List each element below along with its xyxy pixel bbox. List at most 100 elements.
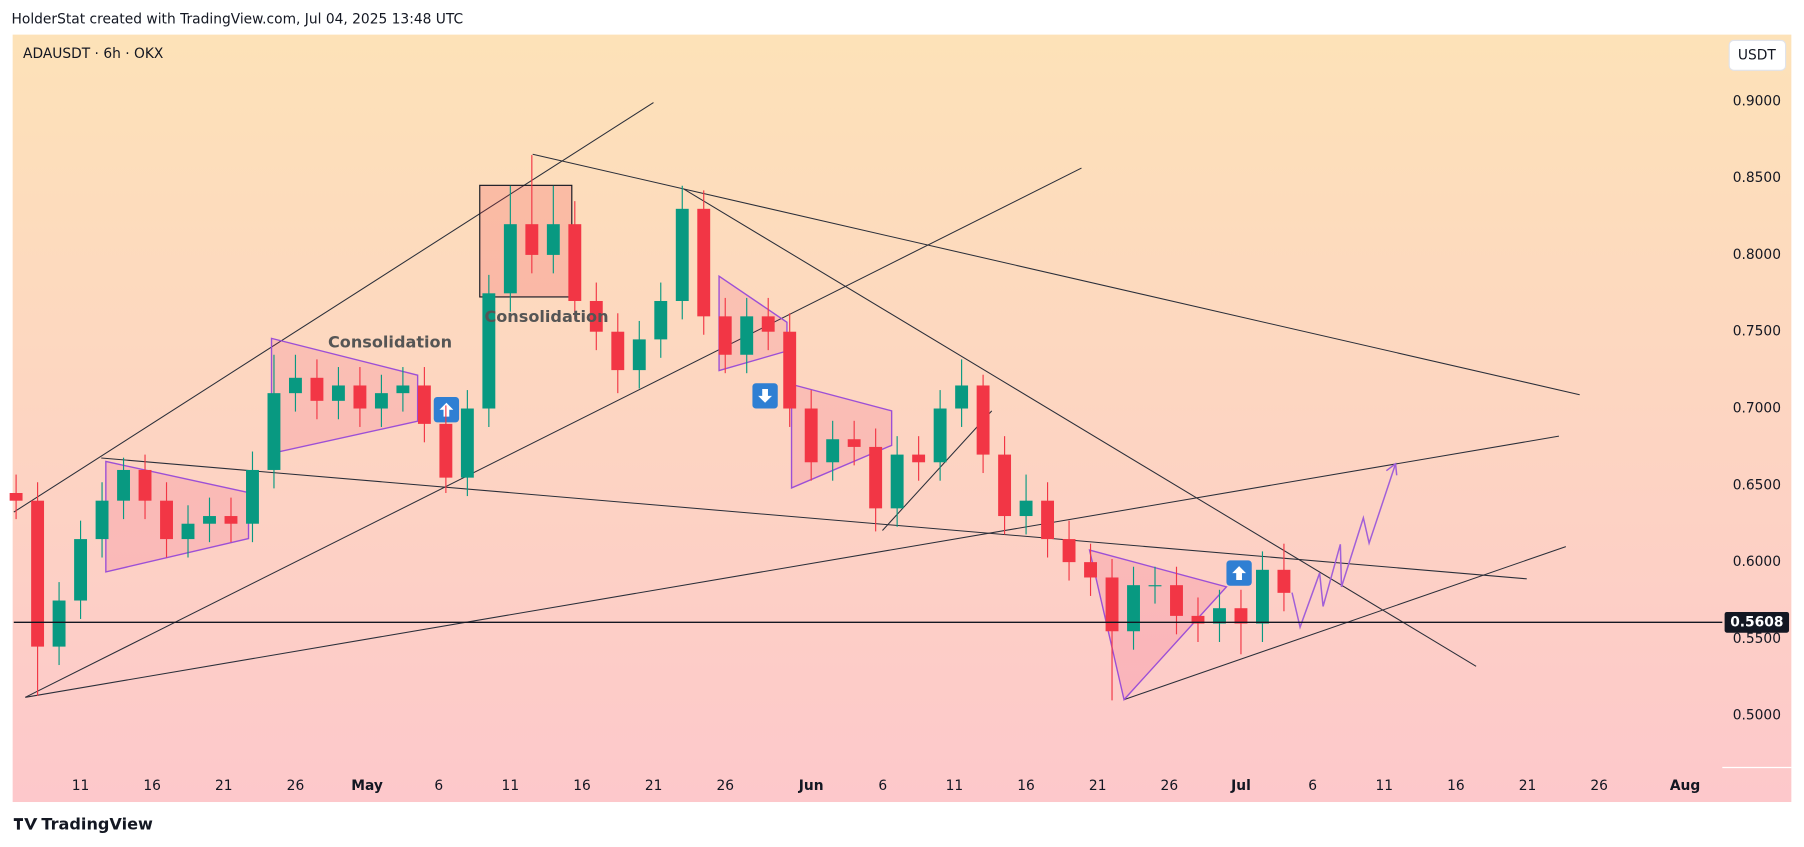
candle-body: [568, 224, 582, 301]
candle-body: [589, 300, 603, 332]
candle-body: [289, 377, 302, 394]
currency-label: USDT: [1738, 47, 1776, 63]
x-tick-label: 21: [215, 778, 233, 794]
trend-line: [25, 167, 1082, 698]
x-tick-label: Aug: [1670, 778, 1700, 794]
x-tick-label: 26: [1161, 778, 1179, 794]
x-tick-label: 11: [72, 778, 90, 794]
axes: 0.5000 0.5500 0.6000 0.6500 0.7000 0.7500 0.80…: [13, 93, 1790, 794]
x-tick-label: 6: [1308, 778, 1317, 794]
candle-body: [310, 377, 324, 401]
candle-body: [740, 316, 754, 355]
annotation: Consolidation: [484, 307, 608, 326]
x-tick-label: 6: [878, 778, 887, 794]
symbol-label: ADAUSDT · 6h · OKX: [23, 46, 164, 62]
candle-body: [1213, 608, 1226, 624]
candle-body: [976, 385, 990, 455]
footer-logo: [13, 818, 38, 830]
candle-body: [847, 439, 861, 447]
candle-body: [331, 385, 345, 401]
x-tick-label: 6: [434, 778, 443, 794]
candle-body: [525, 224, 539, 255]
candle-body: [374, 393, 388, 409]
candle-body: [482, 293, 496, 409]
candle-body: [74, 539, 88, 601]
trend-line: [25, 435, 1560, 698]
x-tick-label: 21: [1089, 778, 1107, 794]
candle-body: [611, 331, 625, 371]
x-tick-label: 11: [946, 778, 964, 794]
candle-body: [632, 339, 646, 371]
candle-body: [1019, 500, 1033, 517]
candle-body: [224, 516, 238, 524]
x-tick-label: 16: [1017, 778, 1035, 794]
x-tick-label: May: [351, 778, 383, 794]
header: HolderStat created with TradingView.com,…: [12, 12, 464, 28]
candle-body: [203, 516, 216, 524]
candle-body: [955, 385, 969, 409]
y-tick-label: 0.8000: [1733, 247, 1781, 263]
x-tick-label: 26: [716, 778, 734, 794]
candle-body: [933, 408, 947, 463]
projection-arrowhead: [1385, 462, 1398, 476]
candles: [9, 155, 1291, 701]
x-tick-label: 26: [287, 778, 305, 794]
candle-body: [1234, 608, 1248, 624]
x-tick-label: 11: [1375, 778, 1393, 794]
y-tick-label: 0.5000: [1733, 708, 1781, 724]
y-tick-label: 0.7000: [1733, 401, 1781, 417]
candle-body: [503, 224, 517, 294]
annotation: Consolidation: [328, 332, 452, 351]
footer: TradingView: [41, 815, 153, 834]
candle-body: [718, 316, 732, 355]
candle-body: [826, 439, 840, 463]
trend-line: [532, 153, 1580, 396]
trend-line: [101, 457, 1527, 580]
y-tick-label: 0.6000: [1733, 554, 1781, 570]
candle-body: [181, 523, 195, 540]
candle-body: [1170, 585, 1183, 616]
x-tick-label: 21: [645, 778, 663, 794]
candle-body: [117, 469, 130, 501]
x-tick-label: 16: [143, 778, 161, 794]
candle-body: [697, 208, 711, 317]
candle-body: [998, 454, 1012, 517]
candle-body: [1127, 585, 1140, 632]
candle-body: [546, 224, 560, 255]
trend-line: [683, 188, 1477, 667]
currency-button[interactable]: [1728, 39, 1787, 71]
candle-body: [9, 493, 23, 501]
candle-body: [890, 454, 904, 509]
candle-body: [353, 385, 367, 409]
candle-body: [31, 500, 45, 647]
projection-path: [1291, 463, 1397, 630]
candle-body: [1191, 615, 1205, 624]
candle-body: [804, 408, 818, 463]
x-tick-label: 11: [502, 778, 520, 794]
y-tick-label: 0.9000: [1733, 93, 1781, 109]
candle-body: [1084, 562, 1097, 578]
x-tick-label: Jun: [798, 778, 824, 794]
trend-line: [1123, 546, 1567, 701]
y-tick-label: 0.6500: [1733, 477, 1781, 493]
candle-body: [1041, 500, 1055, 540]
candle-body: [52, 600, 66, 647]
arrow-icon: [1226, 560, 1252, 586]
candle-body: [138, 469, 152, 501]
candle-body: [869, 446, 883, 509]
y-tick-label: 0.5500: [1733, 631, 1781, 647]
price-label: 0.5608: [1730, 614, 1783, 630]
x-tick-label: 16: [1447, 778, 1465, 794]
candle-body: [1256, 569, 1269, 624]
candle-body: [246, 469, 259, 524]
chart-background: [12, 34, 1792, 803]
candle-body: [1062, 539, 1076, 563]
candle-body: [1148, 585, 1162, 587]
candle-body: [1277, 569, 1291, 593]
x-tick-label: 16: [573, 778, 591, 794]
candle-body: [160, 500, 173, 540]
candle-body: [1105, 577, 1119, 632]
candle-body: [267, 393, 281, 470]
